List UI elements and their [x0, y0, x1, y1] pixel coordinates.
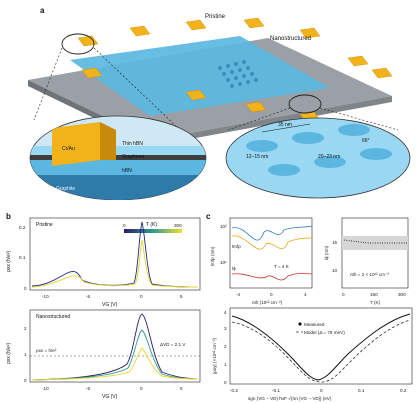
c-ytick-1: 1 [224, 362, 227, 367]
panel-c-inset-left: lmfp lϕ T = 4 K 10¹ 10² -4 0 4 nth (10¹²… [210, 217, 313, 305]
zoom-inset-antidots: 35 nm 12–15 nm 20–23 nm 66° [225, 117, 411, 199]
nano-xtick-0: -10 [42, 386, 49, 391]
rinset-xlabel: T (K) [370, 300, 381, 305]
lmfp-curve-a [231, 225, 313, 241]
c-xtick-2: 0 [320, 388, 323, 393]
rinset-ytick-1: 15 [332, 240, 338, 245]
colorbar-max: 300 [174, 223, 182, 228]
label-nanostructured: Nanostructured [270, 36, 311, 42]
nano-ylabel: ρxx (h/e²) [6, 342, 12, 364]
nano-xtick-1: -5 [86, 386, 91, 391]
zoom-inset-layers: Cr/Au Thin hBN Graphene hBN Graphite [29, 115, 207, 200]
nano-ytick-1: 1 [24, 352, 27, 357]
nano-xtick-2: 0 [140, 386, 143, 391]
graphene-channel [70, 36, 330, 116]
panel-c-inset-right: nth = 2 × 10¹² cm⁻² 10 15 0 150 300 T (K… [324, 217, 409, 305]
pristine-colorbar-label: T (K) [146, 222, 157, 228]
panel-c-bottom: Measured Model (Δ = 78 meV) 0 1 2 3 4 -0… [212, 307, 413, 401]
nano-curve-cold [31, 313, 199, 381]
label-20-23nm: 20–23 nm [318, 154, 340, 160]
pristine-ylabel: ρxx (h/e²) [6, 250, 12, 272]
xtick-2: 0 [140, 294, 143, 299]
nano-xtick-3: 5 [180, 386, 183, 391]
xtick-0: -10 [42, 294, 49, 299]
c-ytick-0: 0 [224, 380, 227, 385]
model-curve [231, 319, 411, 383]
inset-density-label: nth = 2 × 10¹² cm⁻² [350, 272, 389, 277]
ytick-0: 0 [24, 286, 27, 291]
panel-b-letter: b [6, 212, 11, 221]
inset-xtick-1: 0 [270, 292, 273, 297]
label-graphite: Graphite [56, 186, 75, 192]
nano-curve-mid [31, 329, 199, 381]
c-xtick-1: -0.1 [272, 388, 280, 393]
nano-title: Nanostructured [36, 314, 70, 320]
label-angle: 66° [362, 138, 370, 144]
c-ylabel: |ρxy| (×10¹² cm⁻²) [212, 337, 217, 374]
ytick-2: 0.2 [19, 225, 26, 230]
inset-side-label-0: lmfp [232, 244, 241, 249]
panel-b-pristine: Pristine T (K) 0 300 0 0.1 0.2 -10 -5 0 … [6, 217, 201, 308]
inset-ytick-1: 10² [220, 224, 227, 229]
pristine-curve-cold [31, 221, 199, 288]
gold-contacts [77, 17, 393, 123]
label-12-15nm: 12–15 nm [246, 154, 268, 160]
antidot-lattice [218, 60, 258, 88]
inset-xlabel: nth (10¹² cm⁻²) [252, 300, 283, 305]
zoom-ring-right [288, 94, 322, 114]
c-xtick-4: 0.2 [400, 388, 407, 393]
pristine-title: Pristine [36, 222, 53, 228]
c-ytick-4: 4 [224, 310, 227, 315]
inset-ytick-0: 10¹ [220, 260, 227, 265]
legend-model: Model (Δ = 78 meV) [304, 330, 345, 335]
inset-xtick-2: 4 [304, 292, 307, 297]
rinset-xtick-2: 300 [398, 292, 406, 297]
pristine-curve-warm [31, 239, 199, 288]
temperature-colorbar [124, 229, 182, 233]
xtick-3: 5 [180, 294, 183, 299]
nano-xlabel: VG (V) [102, 394, 118, 400]
xtick-1: -5 [86, 294, 91, 299]
nano-ytick-0: 0 [24, 378, 27, 383]
panel-b-nanostructured: Nanostructured ρxx = h/e² ΔVD = 2.1 V 0 … [6, 309, 201, 400]
c-xlabel: sgn (VG − VD) ħvF √(πn |VG − VD|) (eV) [248, 396, 332, 401]
panel-a-illustration: Pristine Nanostructured Cr/Au Thin hBN G… [28, 14, 411, 200]
measured-curve [231, 313, 411, 381]
lmfp-curve-b [231, 235, 313, 250]
nano-ytick-2: 2 [24, 326, 27, 331]
legend-measured: Measured [304, 322, 325, 327]
nano-curve-warm [31, 347, 199, 381]
ref-label: ρxx = h/e² [36, 348, 57, 353]
rinset-ytick-0: 10 [332, 268, 338, 273]
colorbar-min: 0 [123, 223, 126, 228]
ytick-1: 0.1 [19, 255, 26, 260]
c-xtick-0: -0.2 [230, 388, 238, 393]
label-pristine: Pristine [205, 14, 226, 20]
label-thin-hbn: Thin hBN [122, 141, 143, 147]
inset-xtick-0: -4 [236, 292, 241, 297]
label-graphene: Graphene [122, 154, 144, 160]
lphi-curve [231, 273, 313, 281]
rinset-xtick-0: 0 [342, 292, 345, 297]
rinset-ylabel: lϕ (nm) [324, 245, 329, 260]
rinset-xtick-1: 150 [370, 292, 378, 297]
panel-a-letter: a [40, 6, 45, 15]
pristine-xlabel: VG (V) [102, 302, 118, 308]
zoom-ring-left [61, 33, 95, 55]
label-hbn: hBN [122, 168, 132, 174]
lphi-band [342, 236, 408, 250]
inset-side-label-1: lϕ [232, 266, 236, 271]
label-35nm: 35 nm [278, 122, 292, 128]
c-ytick-3: 3 [224, 326, 227, 331]
label-cr-au: Cr/Au [62, 146, 75, 152]
panel-c-letter: c [206, 212, 211, 221]
inset-temp-label: T = 4 K [274, 264, 290, 269]
c-ytick-2: 2 [224, 344, 227, 349]
inset-ylabel: lmfp (nm) [210, 246, 215, 266]
delta-label: ΔVD = 2.1 V [160, 342, 186, 347]
c-xtick-3: 0.1 [358, 388, 365, 393]
lphi-dots [343, 239, 408, 244]
